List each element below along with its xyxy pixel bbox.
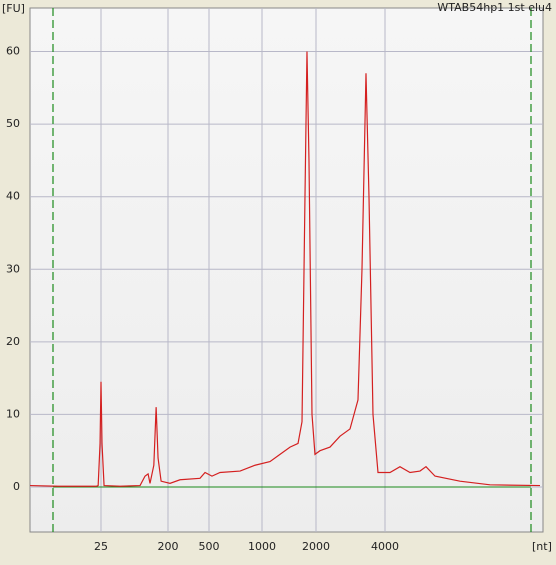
grid <box>30 8 543 532</box>
y-tick-label: 0 <box>13 480 20 493</box>
y-tick-label: 10 <box>6 407 20 420</box>
x-tick-label: 500 <box>199 540 220 553</box>
y-tick-label: 20 <box>6 335 20 348</box>
y-tick-label: 50 <box>6 117 20 130</box>
x-tick-label: 25 <box>94 540 108 553</box>
y-tick-label: 30 <box>6 262 20 275</box>
y-tick-label: 60 <box>6 45 20 58</box>
x-tick-label: 1000 <box>248 540 276 553</box>
x-tick-label: 4000 <box>371 540 399 553</box>
y-axis-label: [FU] <box>2 2 25 15</box>
x-tick-label: 2000 <box>302 540 330 553</box>
plot-area <box>29 7 544 533</box>
chart-title: WTAB54hp1 1st elu4 <box>437 1 552 14</box>
data-line <box>29 51 541 487</box>
y-tick-label: 40 <box>6 190 20 203</box>
x-tick-label: 200 <box>158 540 179 553</box>
x-axis-label: [nt] <box>532 540 552 553</box>
